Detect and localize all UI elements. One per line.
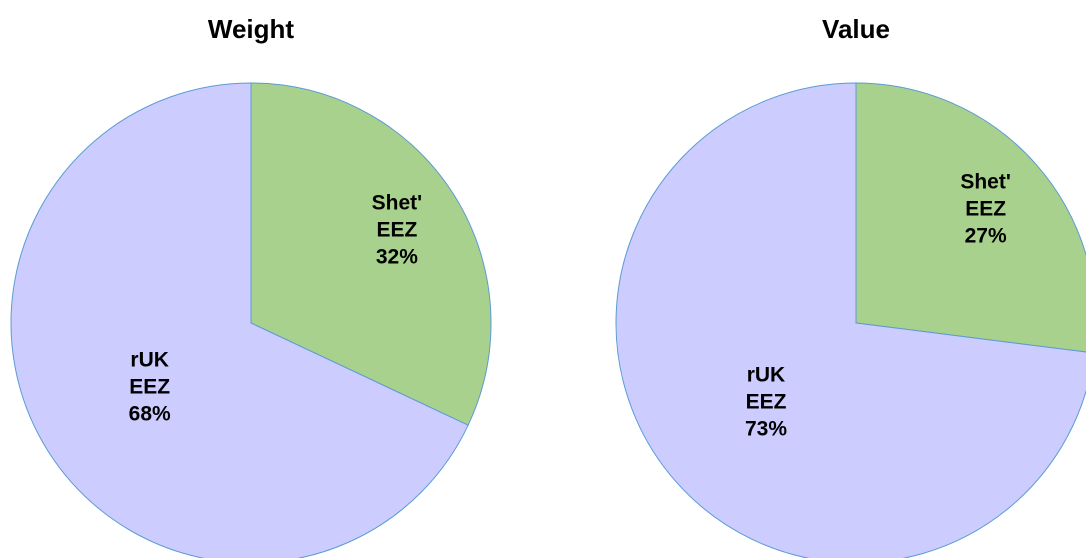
- chart-title: Value: [822, 14, 890, 44]
- slice-value-label: 27%: [964, 224, 1007, 248]
- pie-slice: [615, 82, 1086, 558]
- slice-label: rUK EEZ 68%: [114, 347, 186, 428]
- slice-value-label: 32%: [375, 245, 418, 269]
- slice-label: rUK EEZ 73%: [730, 362, 802, 443]
- pie-slice: [855, 82, 1086, 353]
- slice-category: Shet' EEZ: [371, 191, 423, 242]
- chart-title: Weight: [207, 14, 295, 44]
- slice-value-label: 68%: [128, 402, 171, 426]
- slice-label: Shet' EEZ 27%: [950, 168, 1022, 249]
- slice-category: rUK EEZ: [745, 363, 787, 414]
- slice-label: Shet' EEZ 32%: [361, 190, 433, 271]
- pie-slice: [10, 82, 469, 558]
- slice-category: rUK EEZ: [129, 348, 171, 399]
- slice-category: Shet' EEZ: [960, 170, 1011, 221]
- pie-slice: [250, 82, 492, 426]
- slice-value-label: 73%: [744, 417, 787, 441]
